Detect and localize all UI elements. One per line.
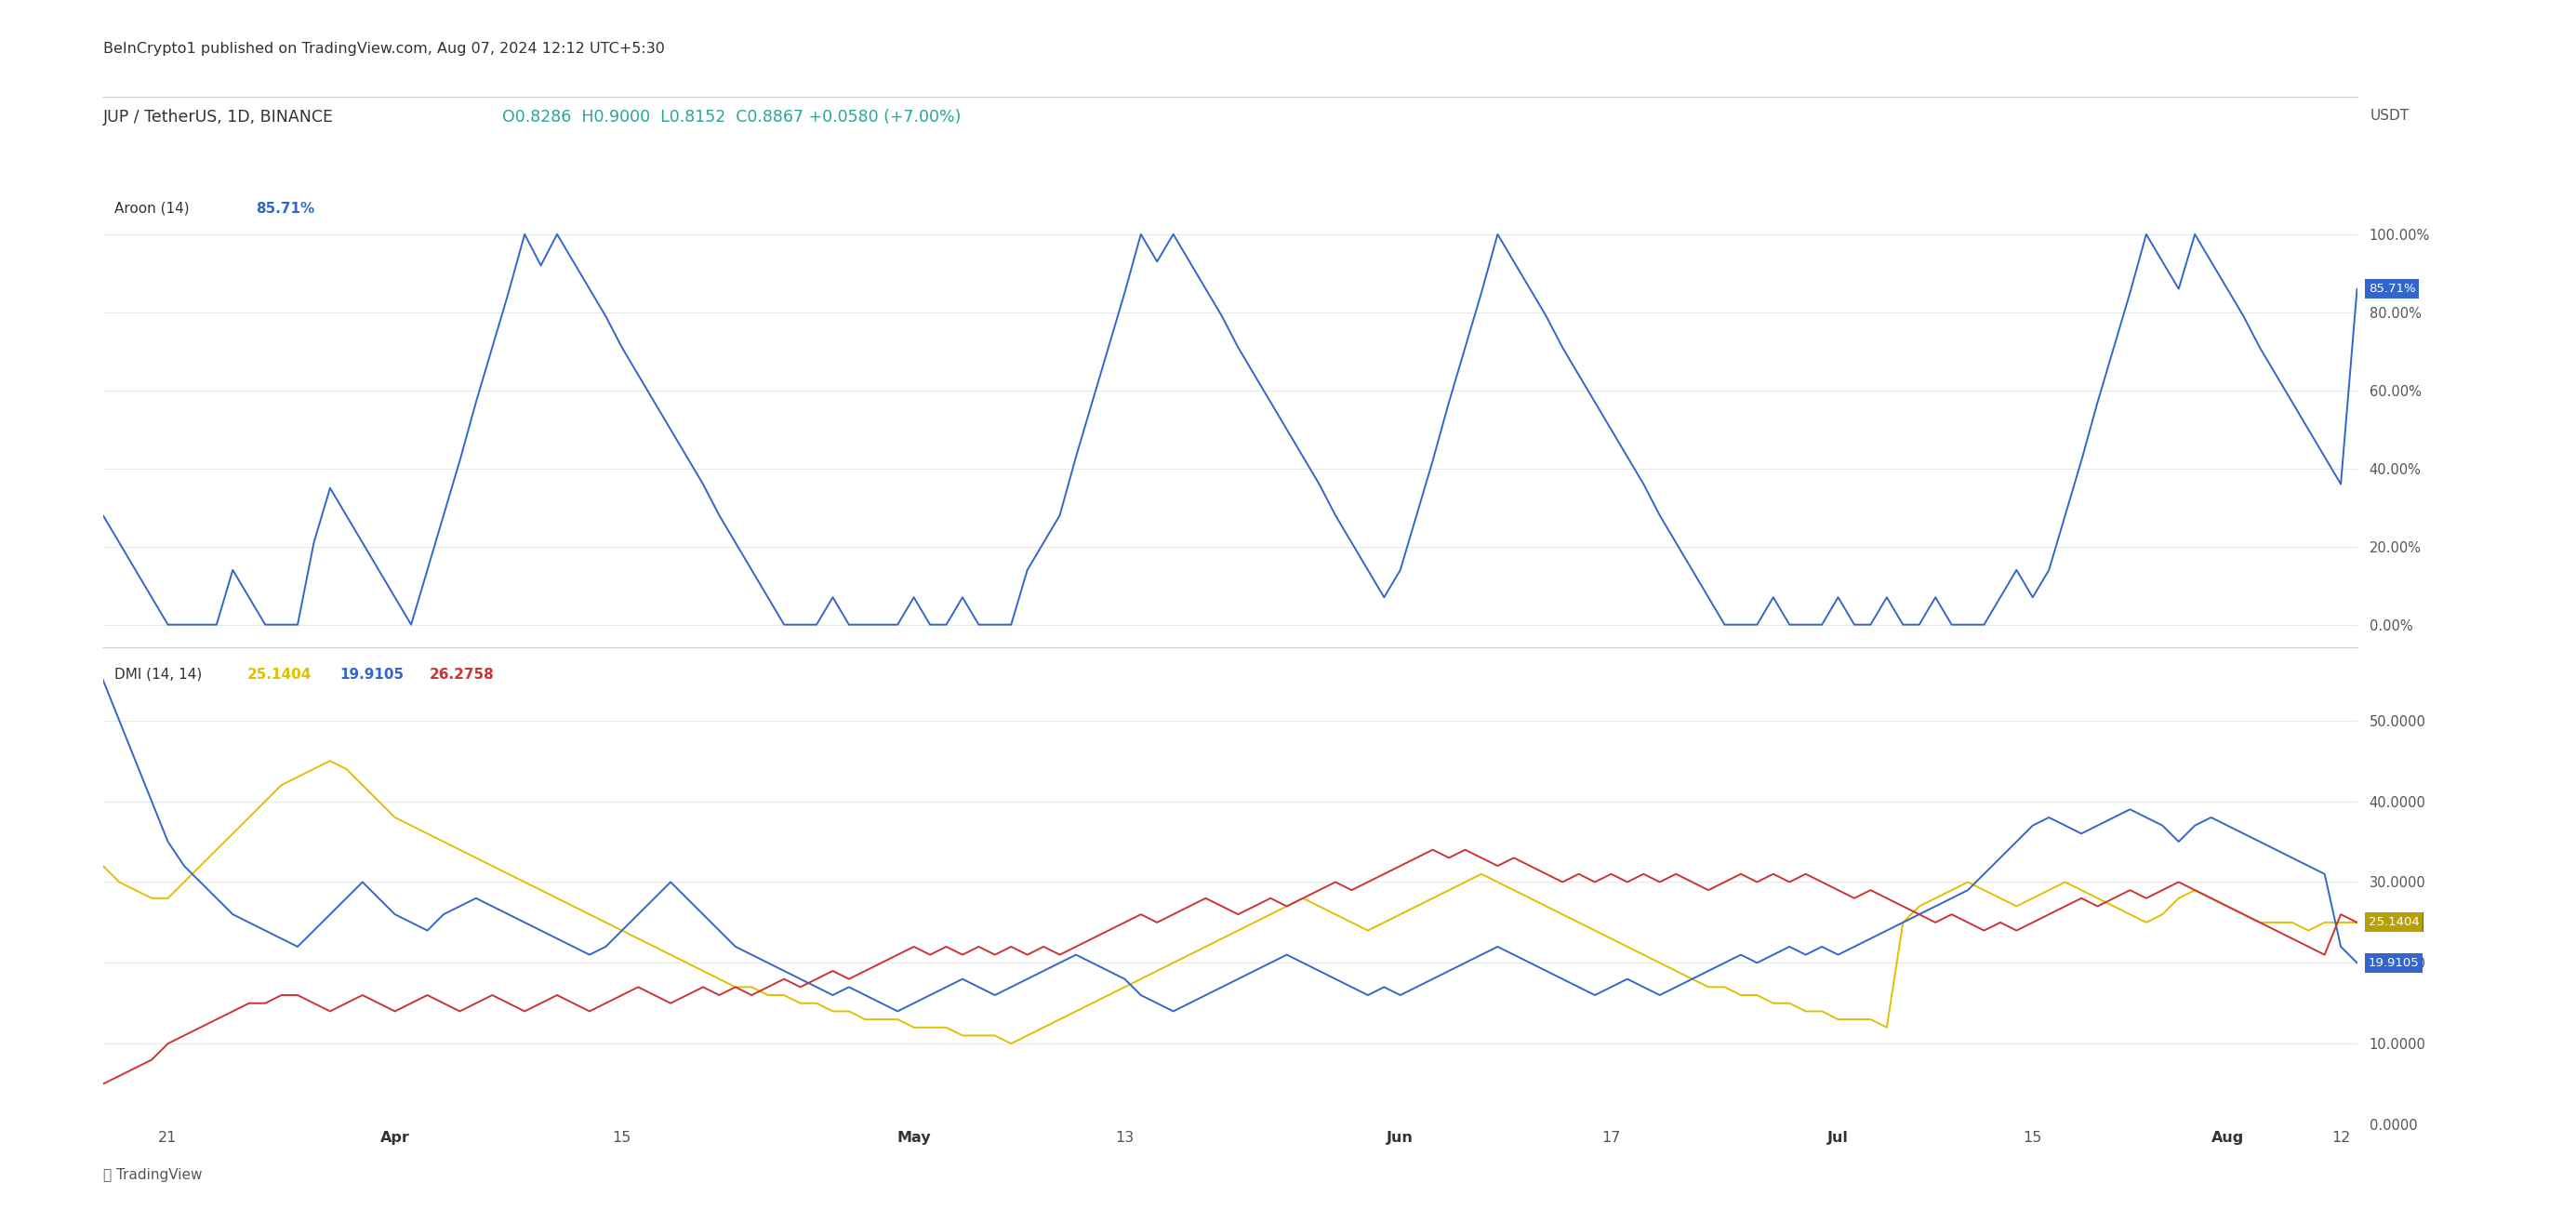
Text: 85.71%: 85.71% [2367, 283, 2416, 295]
Text: 26.2758: 26.2758 [430, 667, 495, 682]
Text: 85.71%: 85.71% [255, 202, 314, 215]
Text: USDT: USDT [2370, 109, 2409, 123]
Text: 19.9105: 19.9105 [340, 667, 404, 682]
Text: DMI (14, 14): DMI (14, 14) [113, 667, 201, 682]
Text: 19.9105: 19.9105 [2367, 956, 2419, 968]
Text: ⧉ TradingView: ⧉ TradingView [103, 1168, 201, 1182]
Text: 26.2758: 26.2758 [2367, 916, 2419, 929]
Text: BeInCrypto1 published on TradingView.com, Aug 07, 2024 12:12 UTC+5:30: BeInCrypto1 published on TradingView.com… [103, 42, 665, 57]
Text: Aroon (14): Aroon (14) [113, 202, 188, 215]
Text: O0.8286  H0.9000  L0.8152  C0.8867 +0.0580 (+7.00%): O0.8286 H0.9000 L0.8152 C0.8867 +0.0580 … [502, 109, 961, 126]
Text: JUP / TetherUS, 1D, BINANCE: JUP / TetherUS, 1D, BINANCE [103, 109, 345, 126]
Text: 25.1404: 25.1404 [247, 667, 312, 682]
Text: 25.1404: 25.1404 [2367, 916, 2419, 929]
